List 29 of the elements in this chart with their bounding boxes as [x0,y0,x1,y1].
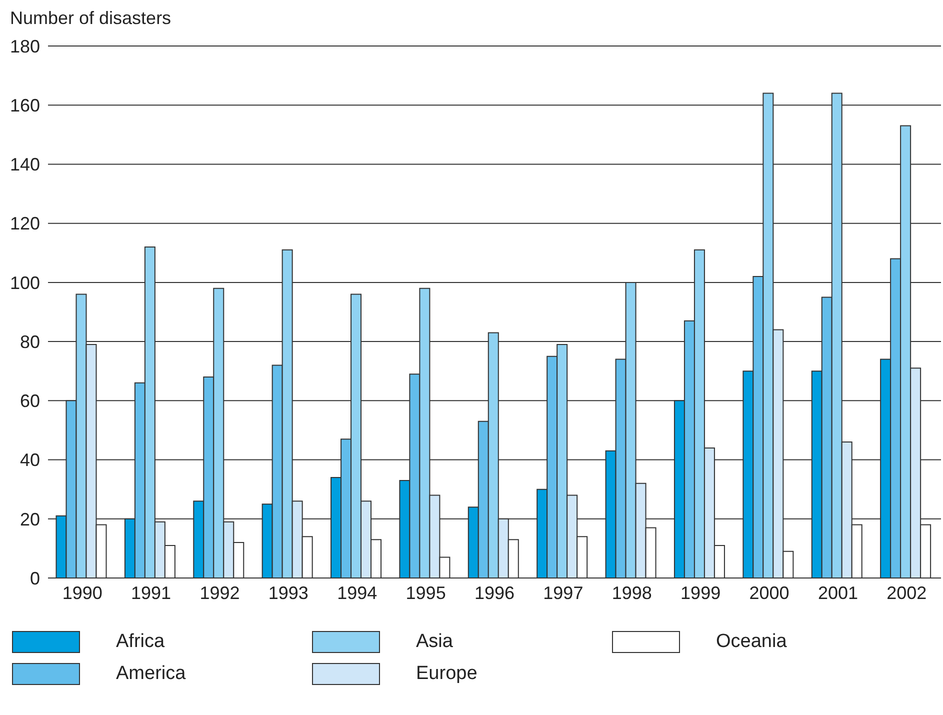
y-tick-label: 100 [10,272,40,293]
x-tick-label: 2002 [886,582,927,603]
legend-label: Oceania [716,631,787,653]
x-tick-label: 1996 [474,582,515,603]
x-tick-label: 2001 [818,582,858,603]
x-tick-label: 1991 [131,582,172,603]
x-tick-label: 1999 [680,582,721,603]
x-tick-label: 2000 [749,582,790,603]
y-tick-label: 80 [20,332,40,352]
x-tick-label: 1994 [337,582,378,603]
x-tick-label: 1995 [406,582,446,603]
y-tick-label: 20 [20,509,40,530]
y-tick-label: 40 [20,450,40,470]
x-tick-label: 1997 [543,582,584,603]
legend-label: Asia [416,631,453,653]
y-tick-label: 160 [10,96,40,116]
x-tick-label: 1998 [612,582,652,603]
legend-label: America [116,663,186,685]
x-tick-label: 1992 [200,582,240,603]
y-axis-title: Number of disasters [9,8,172,30]
x-tick-label: 1993 [268,582,308,603]
y-tick-label: 60 [20,391,40,412]
legend-label: Europe [416,663,478,685]
y-tick-label: 0 [30,568,40,588]
y-tick-label: 180 [10,36,40,56]
x-tick-label: 1990 [62,582,102,603]
y-tick-label: 120 [10,214,40,234]
y-tick-label: 140 [10,154,40,175]
legend-label: Africa [116,631,165,653]
